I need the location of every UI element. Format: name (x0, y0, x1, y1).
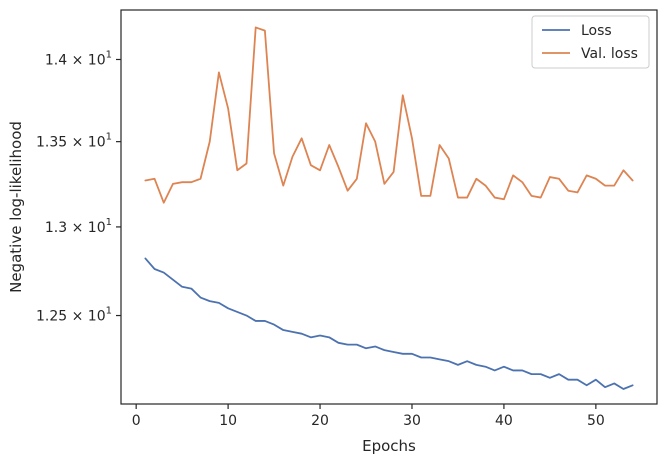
y-tick-label: 1.3 × 101 (45, 217, 112, 236)
legend-label-val-loss: Val. loss (581, 46, 638, 62)
y-tick-label: 1.4 × 101 (45, 49, 112, 68)
legend-frame (531, 15, 650, 69)
y-tick-times-sign: × (67, 52, 88, 68)
y-tick-mantissa: 1.25 (36, 309, 67, 325)
x-tick-label: 20 (311, 413, 329, 429)
legend[interactable]: Loss Val. loss (531, 15, 650, 69)
series-line-loss (144, 257, 634, 390)
x-tick-label: 40 (495, 413, 513, 429)
y-tick-mantissa: 1.35 (36, 135, 67, 151)
legend-label-loss: Loss (581, 23, 612, 39)
plot-area (120, 9, 658, 405)
y-tick-base: 10 (88, 220, 106, 236)
y-tick-times-sign: × (67, 309, 88, 325)
y-tick-exponent: 1 (106, 132, 112, 143)
y-tick-base: 10 (88, 309, 106, 325)
y-tick-label: 1.35 × 101 (36, 132, 112, 151)
y-tick-times-sign: × (67, 135, 88, 151)
y-tick-base: 10 (88, 135, 106, 151)
x-axis-label: Epochs (362, 437, 416, 455)
x-tick-label: 10 (219, 413, 237, 429)
x-tick-label: 50 (587, 413, 605, 429)
y-tick-mantissa: 1.3 (45, 220, 67, 236)
x-axis: 0 10 20 30 40 50 (132, 404, 605, 429)
y-tick-exponent: 1 (106, 49, 112, 60)
series-line-val-loss (144, 26, 634, 204)
y-tick-exponent: 1 (106, 217, 112, 228)
x-tick-label: 30 (403, 413, 421, 429)
y-tick-exponent: 1 (106, 306, 112, 317)
x-tick-label: 0 (132, 413, 141, 429)
y-tick-label: 1.25 × 101 (36, 306, 112, 325)
y-axis-label: Negative log-likelihood (7, 121, 25, 293)
y-tick-mantissa: 1.4 (45, 52, 67, 68)
y-tick-base: 10 (88, 52, 106, 68)
y-tick-times-sign: × (67, 220, 88, 236)
series-layer (144, 26, 634, 390)
